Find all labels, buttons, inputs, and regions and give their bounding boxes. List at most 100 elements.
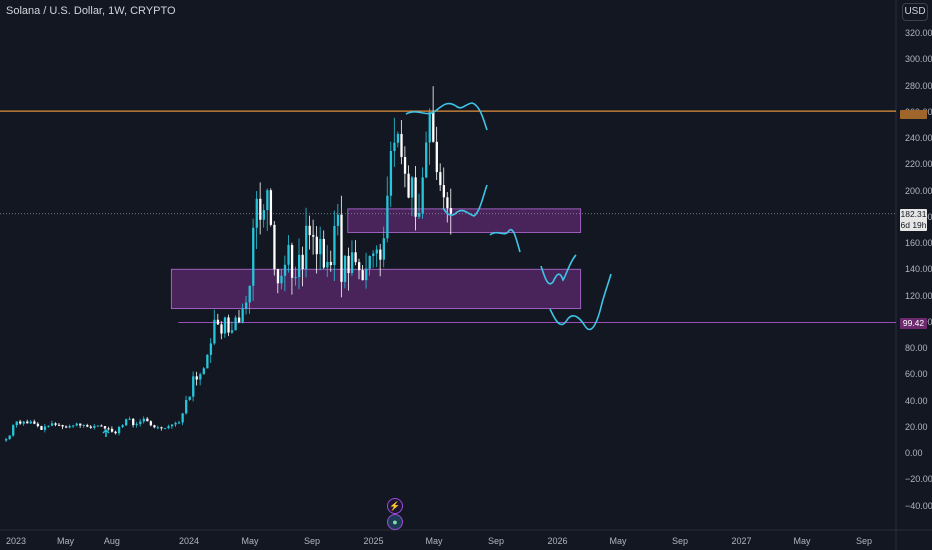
symbol-title[interactable]: Solana / U.S. Dollar, 1W, CRYPTO (6, 5, 176, 17)
lower-zone (170, 268, 582, 310)
last-price-label: 182.31 (900, 209, 927, 219)
candle (375, 245, 378, 268)
candle (82, 424, 85, 428)
earth-icon[interactable]: ● (387, 514, 403, 530)
lightning-icon[interactable]: ⚡ (387, 498, 403, 514)
candle (50, 420, 54, 427)
candle (259, 182, 262, 235)
candle (255, 191, 258, 250)
candle (379, 243, 382, 277)
candle (421, 167, 424, 219)
candle (439, 163, 442, 191)
time-tick-label: 2025 (363, 536, 384, 546)
candle (403, 146, 407, 188)
time-tick-label: Sep (671, 536, 689, 546)
time-tick-label: Sep (487, 536, 505, 546)
candle (199, 372, 202, 386)
candle (372, 250, 375, 268)
projection-curve-2 (442, 184, 488, 217)
last-price-tag: 182.31 6d 19h (900, 209, 927, 231)
price-tick-label: 320.00 (905, 28, 932, 38)
price-tick-label: 0.00 (905, 448, 923, 458)
candle (156, 425, 160, 430)
time-tick-label: 2026 (547, 536, 568, 546)
candle (322, 230, 325, 269)
candle (206, 354, 209, 369)
price-tick-label: 60.00 (905, 369, 928, 380)
candle (319, 226, 322, 271)
candle (135, 421, 138, 428)
time-tick-label: May (793, 536, 811, 546)
candle (96, 425, 100, 427)
candle (407, 165, 410, 199)
time-tick-label: May (425, 536, 443, 546)
resistance-price-tag (900, 110, 927, 119)
candle (343, 254, 347, 289)
candle (294, 266, 297, 286)
price-tick-label: −40.00 (905, 500, 932, 511)
candle (283, 255, 287, 292)
candle (354, 240, 357, 266)
candle (358, 258, 361, 280)
candle (89, 425, 93, 429)
candle (86, 423, 89, 428)
candle (132, 418, 135, 428)
candle (33, 419, 36, 425)
candle (79, 423, 82, 428)
candle (149, 420, 153, 427)
time-tick-label: 2023 (5, 536, 27, 546)
price-tick-label: 220.00 (905, 159, 932, 170)
candle (65, 425, 68, 429)
candle (382, 226, 386, 268)
candle (273, 221, 276, 276)
candle (125, 418, 128, 427)
candle (396, 131, 400, 148)
support-level-tag: 99.42 (900, 318, 927, 329)
candle (237, 309, 241, 324)
candle (340, 195, 343, 298)
candle (57, 423, 61, 426)
candle (326, 245, 329, 278)
candle (192, 371, 195, 402)
candle (19, 419, 22, 425)
candle (181, 412, 184, 426)
candle (167, 424, 170, 430)
candle (209, 338, 213, 364)
candle (350, 240, 354, 276)
candle (177, 420, 181, 425)
candle (8, 435, 11, 440)
candle (47, 425, 50, 428)
candle (425, 131, 428, 179)
candle (72, 425, 75, 428)
candle (213, 309, 216, 346)
candle (142, 416, 145, 424)
candle (305, 207, 308, 278)
candle (29, 420, 33, 425)
candle (297, 238, 301, 290)
candle (22, 420, 25, 426)
candle (170, 424, 174, 429)
candle (315, 226, 318, 274)
candle (163, 428, 167, 430)
projection-curve-3 (489, 228, 521, 253)
time-tick-label: May (56, 536, 74, 546)
candle (160, 426, 163, 431)
candle (100, 424, 103, 427)
candle (5, 437, 8, 443)
candle (393, 117, 396, 167)
candle (185, 395, 188, 415)
candle (54, 422, 57, 427)
candle (139, 418, 142, 427)
candle (245, 295, 248, 315)
candle (223, 316, 227, 338)
candle (36, 422, 40, 428)
candle (43, 424, 47, 433)
price-tick-label: 300.00 (905, 54, 932, 65)
countdown-label: 6d 19h (900, 220, 927, 230)
candle (110, 426, 114, 433)
candle (428, 108, 431, 165)
time-tick-label: May (609, 536, 627, 546)
candle (410, 175, 414, 216)
currency-button[interactable]: USD (902, 3, 928, 21)
